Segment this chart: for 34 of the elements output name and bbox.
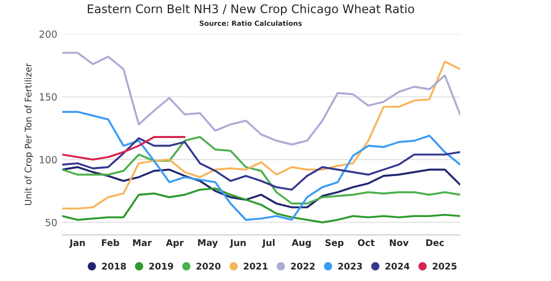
line-series	[62, 187, 460, 224]
legend-label: 2025	[432, 262, 457, 270]
legend-label: 2021	[244, 262, 268, 270]
y-tick-label: 150	[40, 93, 57, 101]
x-tick-label: Jul	[262, 239, 275, 248]
line-series	[62, 136, 460, 204]
y-axis-title: Unit of Crop Per Ton of Fertilizer	[24, 63, 34, 206]
legend-label: 2019	[149, 262, 174, 270]
y-tick-label: 200	[40, 30, 57, 38]
x-tick-label: Jun	[230, 239, 246, 248]
legend-label: 2024	[386, 262, 410, 270]
x-tick-label: Aug	[292, 239, 311, 248]
legend-label: 2018	[102, 262, 126, 270]
x-tick-label: Apr	[166, 239, 184, 248]
x-tick-label: Feb	[102, 239, 120, 246]
legend-label: 2023	[338, 262, 362, 270]
x-tick-label: Dec	[426, 239, 444, 246]
line-series	[62, 136, 186, 161]
y-tick-label: 50	[46, 218, 57, 226]
x-tick-label: Jan	[69, 239, 85, 248]
chart-title: Eastern Corn Belt NH3 / New Crop Chicago Wheat Ratio	[88, 4, 414, 16]
x-tick-label: Mar	[133, 239, 152, 246]
x-tick-label: May	[198, 239, 218, 248]
x-tick-label: Oct	[358, 239, 375, 246]
x-tick-label: Sep	[326, 239, 344, 248]
line-series	[62, 137, 460, 191]
line-series	[62, 60, 460, 210]
x-tick-label: Nov	[390, 239, 409, 246]
legend-label: 2020	[196, 262, 221, 270]
line-series	[62, 166, 460, 208]
line-series	[62, 110, 460, 221]
line-series	[62, 52, 460, 146]
legend-label: 2022	[291, 262, 315, 270]
y-tick-label: 100	[40, 156, 57, 164]
